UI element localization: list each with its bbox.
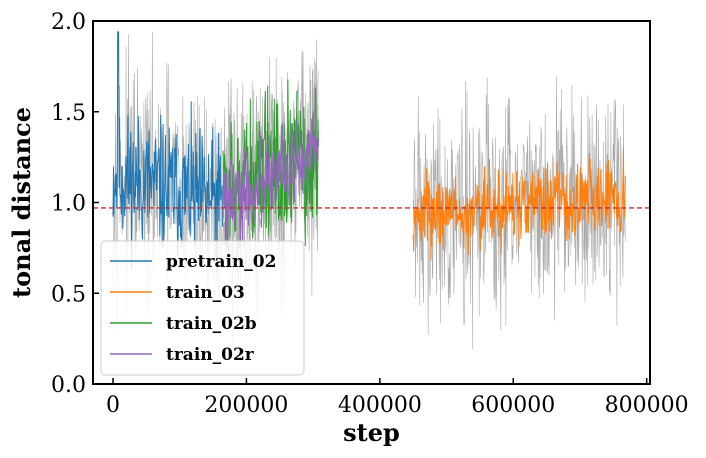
y-tick-label: 0.0 — [51, 373, 86, 398]
x-axis-ticks: 0 200000 400000 600000 800000 — [106, 378, 689, 418]
y-axis-label: tonal distance — [7, 107, 36, 298]
y-tick-label: 1.5 — [51, 101, 86, 126]
y-tick-label: 0.5 — [51, 282, 86, 307]
y-axis-ticks: 0.0 0.5 1.0 1.5 2.0 — [51, 10, 99, 398]
legend-label-train_02r: train_02r — [166, 345, 255, 365]
legend-label-train_02b: train_02b — [166, 314, 257, 334]
series-line-train_02r — [222, 111, 319, 260]
series-line-pretrain_02 — [112, 31, 224, 274]
series-lines — [112, 31, 626, 274]
legend: pretrain_02 train_03 train_02b train_02r — [100, 240, 305, 376]
series-line-train_03 — [412, 147, 626, 261]
x-tick-label: 0 — [106, 393, 120, 418]
x-tick-label: 200000 — [204, 393, 288, 418]
x-tick-label: 800000 — [605, 393, 689, 418]
legend-label-pretrain_02: pretrain_02 — [166, 252, 276, 272]
legend-box — [100, 240, 305, 376]
y-tick-label: 2.0 — [51, 10, 86, 35]
x-tick-label: 400000 — [338, 393, 422, 418]
y-tick-label: 1.0 — [51, 192, 86, 217]
x-tick-label: 600000 — [471, 393, 555, 418]
legend-label-train_03: train_03 — [166, 283, 245, 303]
x-axis-label: step — [343, 418, 400, 447]
